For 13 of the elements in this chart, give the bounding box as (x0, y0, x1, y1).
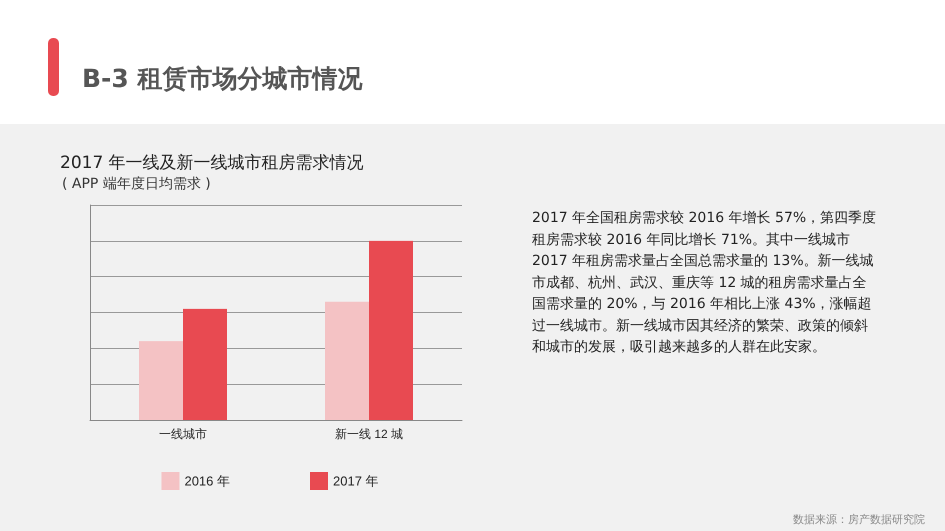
legend-label: 2016 年 (184, 474, 230, 488)
chart-title: 2017 年一线及新一线城市租房需求情况 (60, 152, 364, 174)
source-note: 数据来源：房产数据研究院 (793, 512, 925, 527)
text: 2017 年全国租房需求较 2016 年增长 57%，第四季度租房需求较 2016 年同比增长 71%。其中一线城市 2017 年租房需求量占全国总需求量的 13%。新一线城市成都、杭州、武汉、重庆等 12 城的租房需求量占全国需求量的 20%，与 2016 年相比上涨 43%，涨幅超过一线城市。新一线城市因其经济的繁荣、政策的倾斜和城市的发展，吸引越来越多的人群在此安家。 (532, 209, 877, 357)
legend-label: 2017 年 (333, 474, 379, 488)
x-tick-label: 新一线 12 城 (334, 427, 404, 441)
bar (139, 341, 183, 420)
chart-subtitle: ( APP 端年度日均需求 ) (62, 175, 211, 193)
bar (369, 240, 413, 420)
text: B-3 租赁市场分城市情况 (82, 63, 363, 95)
bar (183, 308, 227, 420)
bar (325, 302, 369, 420)
x-tick-label: 一线城市 (159, 427, 207, 441)
